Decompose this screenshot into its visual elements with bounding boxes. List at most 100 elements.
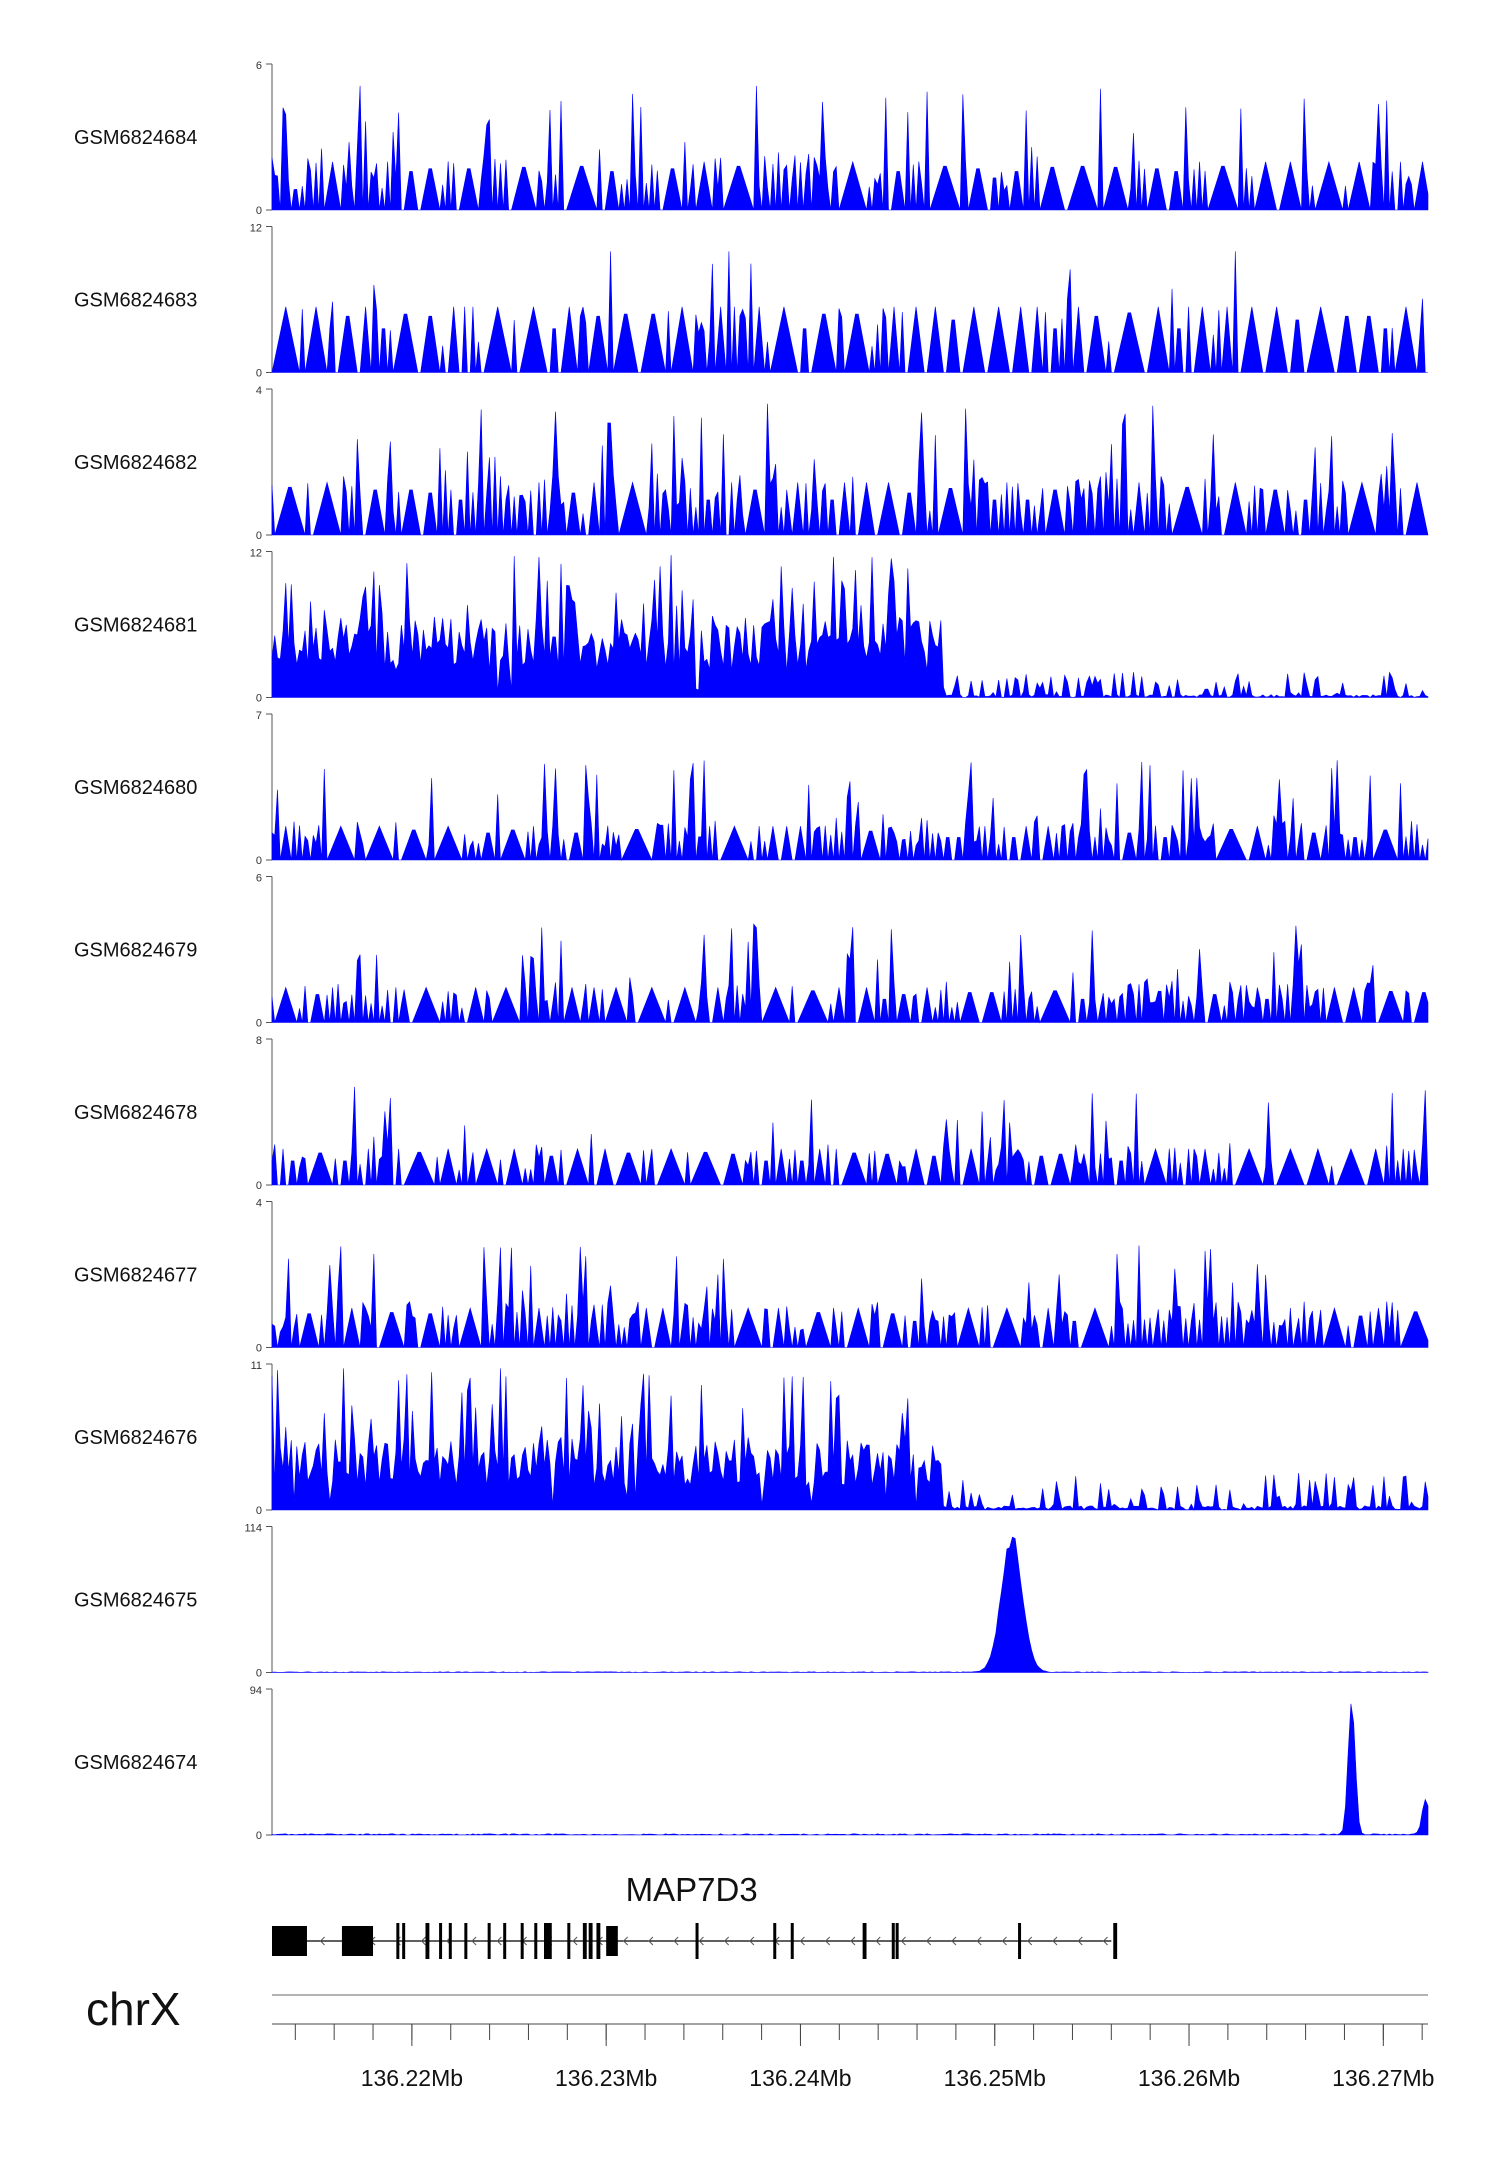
strand-arrow (622, 1936, 629, 1946)
gene-exon (272, 1926, 307, 1956)
y-max-label: 11 (251, 1360, 262, 1372)
y-min-label: 0 (256, 205, 262, 217)
strand-arrow (799, 1936, 805, 1946)
coverage-area (271, 1536, 1429, 1673)
gene-exon (341, 1926, 374, 1956)
gene-exon (448, 1923, 452, 1959)
track-label: GSM6824675 (74, 1590, 197, 1612)
x-tick-label: 136.24Mb (749, 2065, 851, 2091)
chromosome-label: chrX (86, 1983, 181, 2035)
strand-arrow (825, 1936, 831, 1946)
coverage-area (271, 555, 1429, 699)
strand-arrow (1027, 1936, 1033, 1946)
y-min-label: 0 (256, 855, 262, 867)
y-min-label: 0 (256, 530, 262, 542)
strand-arrow (648, 1936, 654, 1946)
track-label: GSM6824681 (74, 615, 197, 637)
track-label: GSM6824680 (74, 777, 197, 799)
gene-exon (534, 1923, 538, 1959)
coverage-area (271, 1086, 1429, 1187)
gene-exon (396, 1923, 400, 1959)
y-max-label: 6 (256, 873, 262, 885)
strand-arrow (471, 1936, 477, 1946)
strand-arrow (319, 1936, 325, 1946)
gene-exon (544, 1923, 552, 1959)
gene-exon (464, 1923, 468, 1959)
strand-arrow (875, 1936, 881, 1946)
y-max-label: 12 (250, 548, 262, 560)
strand-arrow (1052, 1936, 1058, 1946)
track-label: GSM6824683 (74, 290, 197, 312)
y-min-label: 0 (256, 1505, 262, 1517)
y-min-label: 0 (256, 1180, 262, 1192)
x-tick-label: 136.27Mb (1332, 2065, 1434, 2091)
track-label: GSM6824684 (74, 127, 197, 149)
track-label: GSM6824678 (74, 1102, 197, 1124)
y-min-label: 0 (256, 1018, 262, 1030)
gene-exon (862, 1923, 867, 1959)
x-tick-label: 136.22Mb (361, 2065, 463, 2091)
gene-exon (606, 1926, 618, 1956)
strand-arrow (420, 1936, 426, 1946)
strand-arrow (1001, 1936, 1007, 1946)
y-max-label: 114 (244, 1523, 262, 1535)
y-min-label: 0 (256, 1668, 262, 1680)
gene-exon (567, 1923, 571, 1959)
gene-exon (596, 1923, 601, 1959)
gene-exon (520, 1923, 524, 1959)
track-label: GSM6824679 (74, 940, 197, 962)
gene-exon (503, 1923, 507, 1959)
gene-exon (439, 1923, 443, 1959)
strand-arrow (496, 1936, 502, 1946)
gene-exon (425, 1923, 430, 1959)
strand-arrow (749, 1936, 755, 1946)
track-label: GSM6824676 (74, 1427, 197, 1449)
gene-exon (588, 1923, 593, 1959)
strand-arrow (723, 1936, 730, 1946)
y-max-label: 7 (256, 710, 262, 722)
coverage-area (271, 403, 1429, 536)
gene-exon (402, 1923, 406, 1959)
y-min-label: 0 (256, 368, 262, 380)
gene-exon (773, 1923, 777, 1959)
gene-exon (1113, 1923, 1118, 1959)
track-label: GSM6824682 (74, 452, 197, 474)
coverage-area (271, 1245, 1429, 1348)
gene-exon (487, 1923, 491, 1959)
y-max-label: 4 (256, 385, 262, 397)
coverage-area (271, 760, 1429, 862)
strand-arrow (572, 1936, 578, 1946)
y-min-label: 0 (256, 1343, 262, 1355)
track-label: GSM6824677 (74, 1265, 197, 1287)
gene-exon (1018, 1923, 1022, 1959)
coverage-area (271, 1368, 1429, 1511)
strand-arrow (1077, 1936, 1083, 1946)
x-tick-label: 136.26Mb (1138, 2065, 1240, 2091)
strand-arrow (926, 1936, 932, 1946)
strand-arrow (698, 1936, 704, 1946)
strand-arrow (673, 1936, 679, 1946)
gene-exon (582, 1923, 587, 1959)
gene-name: MAP7D3 (626, 1871, 758, 1908)
gene-exon (790, 1923, 794, 1959)
strand-arrow (1102, 1936, 1108, 1946)
coverage-area (271, 1703, 1429, 1836)
strand-arrow (976, 1936, 982, 1946)
track-label: GSM6824674 (74, 1752, 197, 1774)
coverage-area (271, 923, 1429, 1024)
y-max-label: 94 (250, 1685, 262, 1697)
gene-exon (895, 1923, 899, 1959)
gene-exon (891, 1923, 895, 1959)
y-max-label: 8 (256, 1035, 262, 1047)
strand-arrow (850, 1936, 856, 1946)
strand-arrow (900, 1936, 906, 1946)
y-max-label: 6 (256, 60, 262, 72)
x-tick-label: 136.25Mb (944, 2065, 1046, 2091)
strand-arrow (951, 1936, 957, 1946)
y-min-label: 0 (256, 693, 262, 705)
x-tick-label: 136.23Mb (555, 2065, 657, 2091)
y-min-label: 0 (256, 1830, 262, 1842)
gene-exon (695, 1923, 699, 1959)
